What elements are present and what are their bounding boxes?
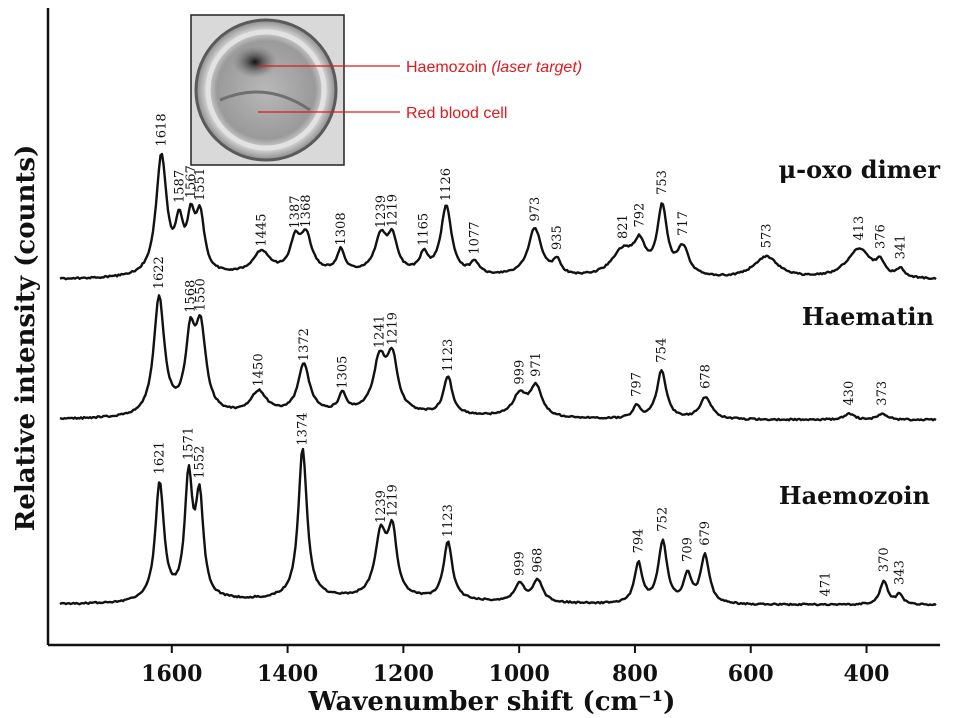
x-tick-label: 1000 bbox=[489, 661, 550, 687]
peak-label: 373 bbox=[875, 381, 890, 406]
peak-label: 1368 bbox=[299, 195, 314, 228]
peak-label: 1239 bbox=[374, 490, 389, 523]
y-axis-title: Relative intensity (counts) bbox=[11, 145, 41, 532]
peak-label: 1123 bbox=[441, 339, 456, 372]
haemozoin-annotation-italic: (laser target) bbox=[491, 59, 582, 76]
peak-label: 1571 bbox=[182, 427, 197, 460]
spectrum-line bbox=[59, 294, 937, 422]
cell-membrane-highlight bbox=[205, 29, 327, 151]
peak-label: 752 bbox=[656, 507, 671, 532]
peak-label: 753 bbox=[655, 170, 670, 195]
x-tick-label: 800 bbox=[612, 661, 658, 687]
peak-label: 1219 bbox=[385, 312, 400, 345]
peak-labels: 1618158715671551144513871368130812391219… bbox=[152, 113, 909, 596]
peak-label: 413 bbox=[852, 216, 867, 241]
spectra bbox=[59, 152, 937, 607]
peak-label: 1126 bbox=[439, 168, 454, 201]
peak-label: 1551 bbox=[193, 168, 208, 201]
peak-label: 430 bbox=[842, 381, 857, 406]
peak-label: 999 bbox=[513, 551, 528, 576]
peak-label: 1552 bbox=[193, 446, 208, 479]
peak-label: 678 bbox=[699, 364, 714, 389]
x-tick-label: 1200 bbox=[373, 661, 434, 687]
series-name: Haemozoin bbox=[779, 481, 930, 510]
x-tick-label: 600 bbox=[728, 661, 774, 687]
x-tick-label: 1600 bbox=[141, 661, 202, 687]
peak-label: 794 bbox=[631, 529, 646, 554]
x-tick-label: 400 bbox=[844, 661, 890, 687]
peak-label: 973 bbox=[528, 197, 543, 222]
peak-label: 1587 bbox=[172, 170, 187, 203]
peak-label: 1618 bbox=[154, 113, 169, 146]
peak-label: 1241 bbox=[373, 315, 388, 348]
peak-label: 821 bbox=[616, 214, 631, 239]
x-ticks: 1600 1400 1200 1000 800 600 400 bbox=[141, 645, 889, 687]
red-blood-cell bbox=[194, 18, 338, 162]
inset-micrograph: Haemozoin (laser target) Red blood cell bbox=[190, 14, 582, 166]
peak-label: 679 bbox=[698, 521, 713, 546]
peak-label: 1568 bbox=[183, 280, 198, 313]
peak-label: 1165 bbox=[417, 213, 432, 246]
series-name: μ-oxo dimer bbox=[779, 155, 941, 184]
peak-label: 792 bbox=[633, 203, 648, 228]
peak-label: 1308 bbox=[334, 212, 349, 245]
x-tick-label: 1400 bbox=[257, 661, 318, 687]
peak-label: 1239 bbox=[374, 195, 389, 228]
peak-label: 1445 bbox=[255, 214, 270, 247]
peak-label: 1219 bbox=[385, 194, 400, 227]
peak-label: 1622 bbox=[152, 256, 167, 289]
peak-label: 1567 bbox=[184, 165, 199, 198]
peak-label: 1077 bbox=[468, 222, 483, 255]
peak-label: 1387 bbox=[288, 196, 303, 229]
peak-label: 968 bbox=[531, 548, 546, 573]
x-axis-title: Wavenumber shift (cm⁻¹) bbox=[308, 687, 676, 717]
haemozoin-annotation: Haemozoin (laser target) bbox=[406, 59, 582, 76]
peak-label: 1621 bbox=[153, 441, 168, 474]
series-names: μ-oxo dimer Haematin Haemozoin bbox=[779, 155, 941, 510]
haemozoin-annotation-main: Haemozoin bbox=[406, 59, 487, 76]
peak-label: 971 bbox=[529, 352, 544, 377]
peak-label: 1123 bbox=[441, 504, 456, 537]
peak-label: 471 bbox=[818, 572, 833, 597]
cell-inner-fold bbox=[219, 90, 311, 112]
peak-label: 1305 bbox=[336, 356, 351, 389]
peak-label: 717 bbox=[676, 211, 691, 236]
peak-label: 999 bbox=[513, 360, 528, 385]
series-name: Haematin bbox=[802, 302, 934, 331]
spectrum-line bbox=[59, 447, 937, 607]
peak-label: 709 bbox=[681, 537, 696, 562]
peak-label: 370 bbox=[877, 547, 892, 572]
peak-label: 573 bbox=[759, 223, 774, 248]
peak-label: 1374 bbox=[296, 413, 311, 446]
peak-label: 341 bbox=[894, 235, 909, 260]
peak-label: 935 bbox=[550, 225, 565, 250]
peak-label: 797 bbox=[630, 372, 645, 397]
peak-label: 1550 bbox=[194, 278, 209, 311]
peak-label: 1372 bbox=[297, 328, 312, 361]
peak-label: 343 bbox=[893, 560, 908, 585]
spectrum-line bbox=[59, 152, 937, 281]
peak-label: 376 bbox=[873, 224, 888, 249]
axes: 1600 1400 1200 1000 800 600 400 bbox=[46, 8, 940, 687]
peak-label: 754 bbox=[655, 338, 670, 363]
cell-annotation: Red blood cell bbox=[406, 105, 507, 122]
haemozoin-crystal bbox=[233, 46, 277, 78]
peak-label: 1450 bbox=[252, 353, 267, 386]
peak-label: 1219 bbox=[385, 484, 400, 517]
